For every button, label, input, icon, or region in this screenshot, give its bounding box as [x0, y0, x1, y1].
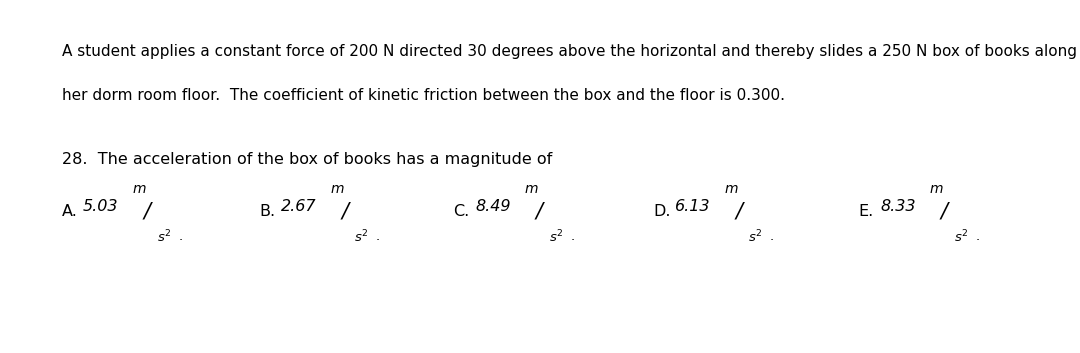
Text: 8.49: 8.49 — [475, 199, 511, 214]
Text: s$^{2}$: s$^{2}$ — [954, 228, 968, 245]
Text: C.: C. — [454, 204, 470, 219]
Text: E.: E. — [859, 204, 874, 219]
Text: /: / — [144, 202, 150, 222]
Text: .: . — [376, 230, 380, 243]
Text: /: / — [735, 202, 742, 222]
Text: s$^{2}$: s$^{2}$ — [748, 228, 762, 245]
Text: /: / — [941, 202, 947, 222]
Text: /: / — [341, 202, 348, 222]
Text: 28.  The acceleration of the box of books has a magnitude of: 28. The acceleration of the box of books… — [62, 152, 552, 167]
Text: m: m — [330, 182, 343, 196]
Text: s$^{2}$: s$^{2}$ — [157, 228, 171, 245]
Text: D.: D. — [653, 204, 671, 219]
Text: /: / — [536, 202, 542, 222]
Text: m: m — [930, 182, 944, 196]
Text: 8.33: 8.33 — [880, 199, 916, 214]
Text: m: m — [525, 182, 538, 196]
Text: A.: A. — [62, 204, 78, 219]
Text: 5.03: 5.03 — [83, 199, 119, 214]
Text: 2.67: 2.67 — [281, 199, 316, 214]
Text: .: . — [178, 230, 183, 243]
Text: her dorm room floor.  The coefficient of kinetic friction between the box and th: her dorm room floor. The coefficient of … — [62, 88, 784, 103]
Text: m: m — [133, 182, 147, 196]
Text: s$^{2}$: s$^{2}$ — [354, 228, 368, 245]
Text: A student applies a constant force of 200 N directed 30 degrees above the horizo: A student applies a constant force of 20… — [62, 44, 1077, 59]
Text: .: . — [570, 230, 575, 243]
Text: 6.13: 6.13 — [675, 199, 711, 214]
Text: B.: B. — [259, 204, 275, 219]
Text: .: . — [975, 230, 980, 243]
Text: .: . — [770, 230, 774, 243]
Text: s$^{2}$: s$^{2}$ — [549, 228, 563, 245]
Text: m: m — [725, 182, 739, 196]
